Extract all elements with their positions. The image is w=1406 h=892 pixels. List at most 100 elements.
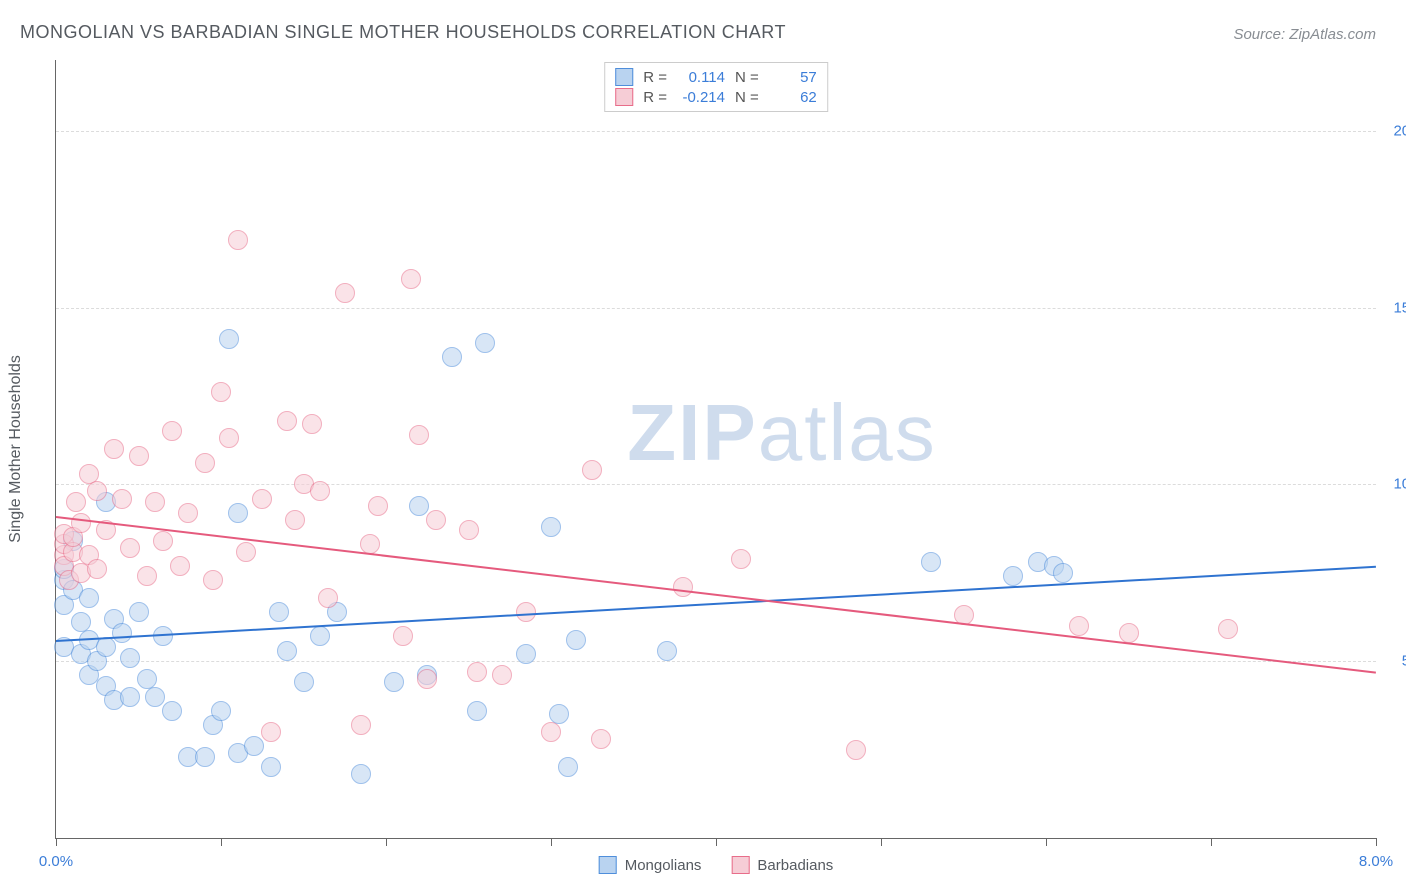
data-point (516, 602, 536, 622)
gridline (56, 131, 1376, 132)
legend-r-value: 0.114 (677, 69, 725, 86)
source-attribution: Source: ZipAtlas.com (1233, 26, 1376, 43)
data-point (582, 460, 602, 480)
data-point (492, 665, 512, 685)
data-point (368, 496, 388, 516)
data-point (112, 489, 132, 509)
data-point (384, 672, 404, 692)
legend-swatch (599, 856, 617, 874)
y-tick-label: 15.0% (1381, 299, 1406, 316)
data-point (104, 439, 124, 459)
data-point (219, 329, 239, 349)
x-tick-label: 8.0% (1359, 853, 1393, 870)
data-point (294, 672, 314, 692)
data-point (66, 492, 86, 512)
data-point (153, 531, 173, 551)
legend-swatch (615, 68, 633, 86)
data-point (921, 552, 941, 572)
watermark: ZIPatlas (627, 387, 936, 479)
data-point (195, 747, 215, 767)
data-point (846, 740, 866, 760)
data-point (162, 421, 182, 441)
data-point (228, 503, 248, 523)
y-tick-label: 20.0% (1381, 122, 1406, 139)
data-point (467, 701, 487, 721)
data-point (442, 347, 462, 367)
data-point (1053, 563, 1073, 583)
data-point (211, 701, 231, 721)
x-tick (1211, 838, 1212, 846)
data-point (261, 722, 281, 742)
data-point (1119, 623, 1139, 643)
legend-n-value: 62 (769, 89, 817, 106)
data-point (120, 687, 140, 707)
data-point (96, 637, 116, 657)
data-point (657, 641, 677, 661)
legend-label: Mongolians (625, 857, 702, 874)
correlation-legend: R = 0.114 N = 57R = -0.214N = 62 (604, 62, 828, 112)
y-tick-label: 5.0% (1381, 653, 1406, 670)
data-point (302, 414, 322, 434)
legend-n-value: 57 (769, 69, 817, 86)
data-point (112, 623, 132, 643)
data-point (211, 382, 231, 402)
trend-line (56, 566, 1376, 642)
data-point (393, 626, 413, 646)
data-point (153, 626, 173, 646)
data-point (277, 411, 297, 431)
data-point (1069, 616, 1089, 636)
data-point (129, 602, 149, 622)
x-tick (716, 838, 717, 846)
data-point (467, 662, 487, 682)
data-point (475, 333, 495, 353)
gridline (56, 661, 1376, 662)
x-tick (1046, 838, 1047, 846)
legend-n-label: N = (735, 89, 759, 106)
data-point (401, 269, 421, 289)
data-point (417, 669, 437, 689)
data-point (731, 549, 751, 569)
data-point (137, 566, 157, 586)
data-point (145, 687, 165, 707)
data-point (351, 764, 371, 784)
x-tick (1376, 838, 1377, 846)
data-point (409, 425, 429, 445)
data-point (203, 570, 223, 590)
data-point (285, 510, 305, 530)
data-point (673, 577, 693, 597)
legend-item: Mongolians (599, 856, 702, 874)
chart-title: MONGOLIAN VS BARBADIAN SINGLE MOTHER HOU… (20, 22, 786, 43)
data-point (335, 283, 355, 303)
legend-r-label: R = (643, 89, 667, 106)
x-tick (56, 838, 57, 846)
data-point (566, 630, 586, 650)
data-point (252, 489, 272, 509)
legend-item: Barbadians (731, 856, 833, 874)
gridline (56, 308, 1376, 309)
data-point (409, 496, 429, 516)
data-point (71, 513, 91, 533)
trend-line (56, 516, 1376, 674)
data-point (351, 715, 371, 735)
data-point (87, 481, 107, 501)
data-point (145, 492, 165, 512)
data-point (261, 757, 281, 777)
data-point (87, 559, 107, 579)
data-point (129, 446, 149, 466)
scatter-plot-area: Single Mother Households ZIPatlas R = 0.… (55, 60, 1376, 839)
data-point (120, 648, 140, 668)
data-point (541, 517, 561, 537)
legend-r-label: R = (643, 69, 667, 86)
y-axis-label: Single Mother Households (7, 355, 25, 543)
x-tick-label: 0.0% (39, 853, 73, 870)
data-point (1003, 566, 1023, 586)
legend-n-label: N = (735, 69, 759, 86)
data-point (558, 757, 578, 777)
x-tick (386, 838, 387, 846)
data-point (178, 503, 198, 523)
x-tick (221, 838, 222, 846)
legend-row: R = -0.214N = 62 (615, 87, 817, 107)
data-point (79, 588, 99, 608)
data-point (1218, 619, 1238, 639)
data-point (269, 602, 289, 622)
